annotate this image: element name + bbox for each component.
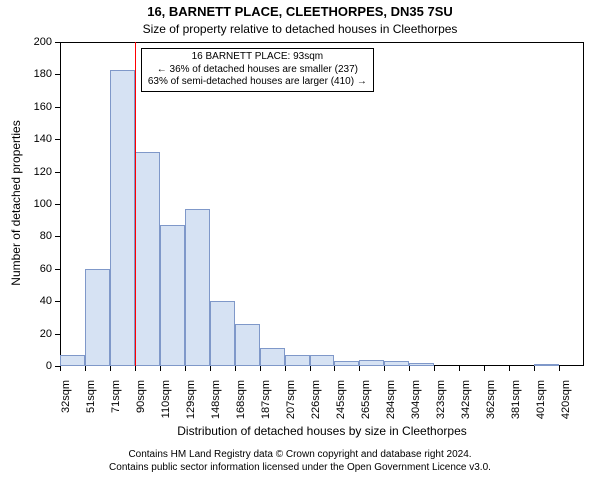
- annotation-line: 16 BARNETT PLACE: 93sqm: [148, 51, 367, 64]
- x-tick: [235, 366, 236, 371]
- x-tick: [210, 366, 211, 371]
- y-tick-label: 80: [20, 230, 52, 242]
- y-axis-label: Number of detached properties: [9, 103, 23, 303]
- annotation-line: 63% of semi-detached houses are larger (…: [148, 76, 367, 89]
- y-tick-label: 60: [20, 263, 52, 275]
- histogram-bar: [160, 225, 185, 366]
- plot-border-left: [60, 42, 61, 366]
- x-tick: [409, 366, 410, 371]
- y-tick: [55, 269, 60, 270]
- x-tick: [85, 366, 86, 371]
- x-tick: [534, 366, 535, 371]
- annotation-box: 16 BARNETT PLACE: 93sqm← 36% of detached…: [141, 48, 374, 92]
- x-tick: [260, 366, 261, 371]
- histogram-bar: [384, 361, 409, 366]
- histogram-bar: [409, 363, 434, 366]
- histogram-bar: [334, 361, 359, 366]
- plot-border-right: [583, 42, 584, 366]
- y-tick-label: 120: [20, 166, 52, 178]
- y-tick: [55, 172, 60, 173]
- footer-line-1: Contains HM Land Registry data © Crown c…: [0, 448, 600, 461]
- plot-border-top: [60, 42, 584, 43]
- x-tick: [135, 366, 136, 371]
- histogram-bar: [235, 324, 260, 366]
- x-tick: [285, 366, 286, 371]
- x-tick: [434, 366, 435, 371]
- plot-area: 02040608010012014016018020032sqm51sqm71s…: [60, 42, 584, 366]
- histogram-bar: [110, 70, 135, 366]
- chart-container: { "title_line1": "16, BARNETT PLACE, CLE…: [0, 0, 600, 500]
- histogram-bar: [185, 209, 210, 366]
- histogram-bar: [85, 269, 110, 366]
- histogram-bar: [60, 355, 85, 366]
- y-tick: [55, 204, 60, 205]
- x-tick: [484, 366, 485, 371]
- histogram-bar: [534, 364, 559, 366]
- annotation-line: ← 36% of detached houses are smaller (23…: [148, 64, 367, 77]
- y-tick-label: 20: [20, 328, 52, 340]
- x-tick: [559, 366, 560, 371]
- y-tick: [55, 301, 60, 302]
- y-tick: [55, 74, 60, 75]
- y-tick-label: 180: [20, 68, 52, 80]
- chart-subtitle: Size of property relative to detached ho…: [0, 22, 600, 36]
- y-tick-label: 0: [20, 360, 52, 372]
- y-tick-label: 160: [20, 101, 52, 113]
- histogram-bar: [359, 360, 384, 366]
- x-tick: [160, 366, 161, 371]
- y-tick: [55, 334, 60, 335]
- y-tick: [55, 42, 60, 43]
- y-tick-label: 100: [20, 198, 52, 210]
- y-tick: [55, 236, 60, 237]
- chart-title: 16, BARNETT PLACE, CLEETHORPES, DN35 7SU: [0, 4, 600, 19]
- x-tick: [60, 366, 61, 371]
- x-tick: [185, 366, 186, 371]
- x-tick: [384, 366, 385, 371]
- x-tick: [334, 366, 335, 371]
- y-tick-label: 140: [20, 133, 52, 145]
- x-axis-label: Distribution of detached houses by size …: [60, 424, 584, 438]
- property-marker-line: [135, 42, 136, 366]
- histogram-bar: [285, 355, 310, 366]
- histogram-bar: [135, 152, 160, 366]
- footer-line-2: Contains public sector information licen…: [0, 461, 600, 474]
- y-tick: [55, 107, 60, 108]
- x-tick: [459, 366, 460, 371]
- y-tick-label: 40: [20, 295, 52, 307]
- x-tick: [110, 366, 111, 371]
- y-tick-label: 200: [20, 36, 52, 48]
- y-tick: [55, 139, 60, 140]
- histogram-bar: [310, 355, 335, 366]
- histogram-bar: [260, 348, 285, 366]
- x-tick: [359, 366, 360, 371]
- histogram-bar: [210, 301, 235, 366]
- x-tick: [310, 366, 311, 371]
- x-tick: [509, 366, 510, 371]
- footer-text: Contains HM Land Registry data © Crown c…: [0, 448, 600, 474]
